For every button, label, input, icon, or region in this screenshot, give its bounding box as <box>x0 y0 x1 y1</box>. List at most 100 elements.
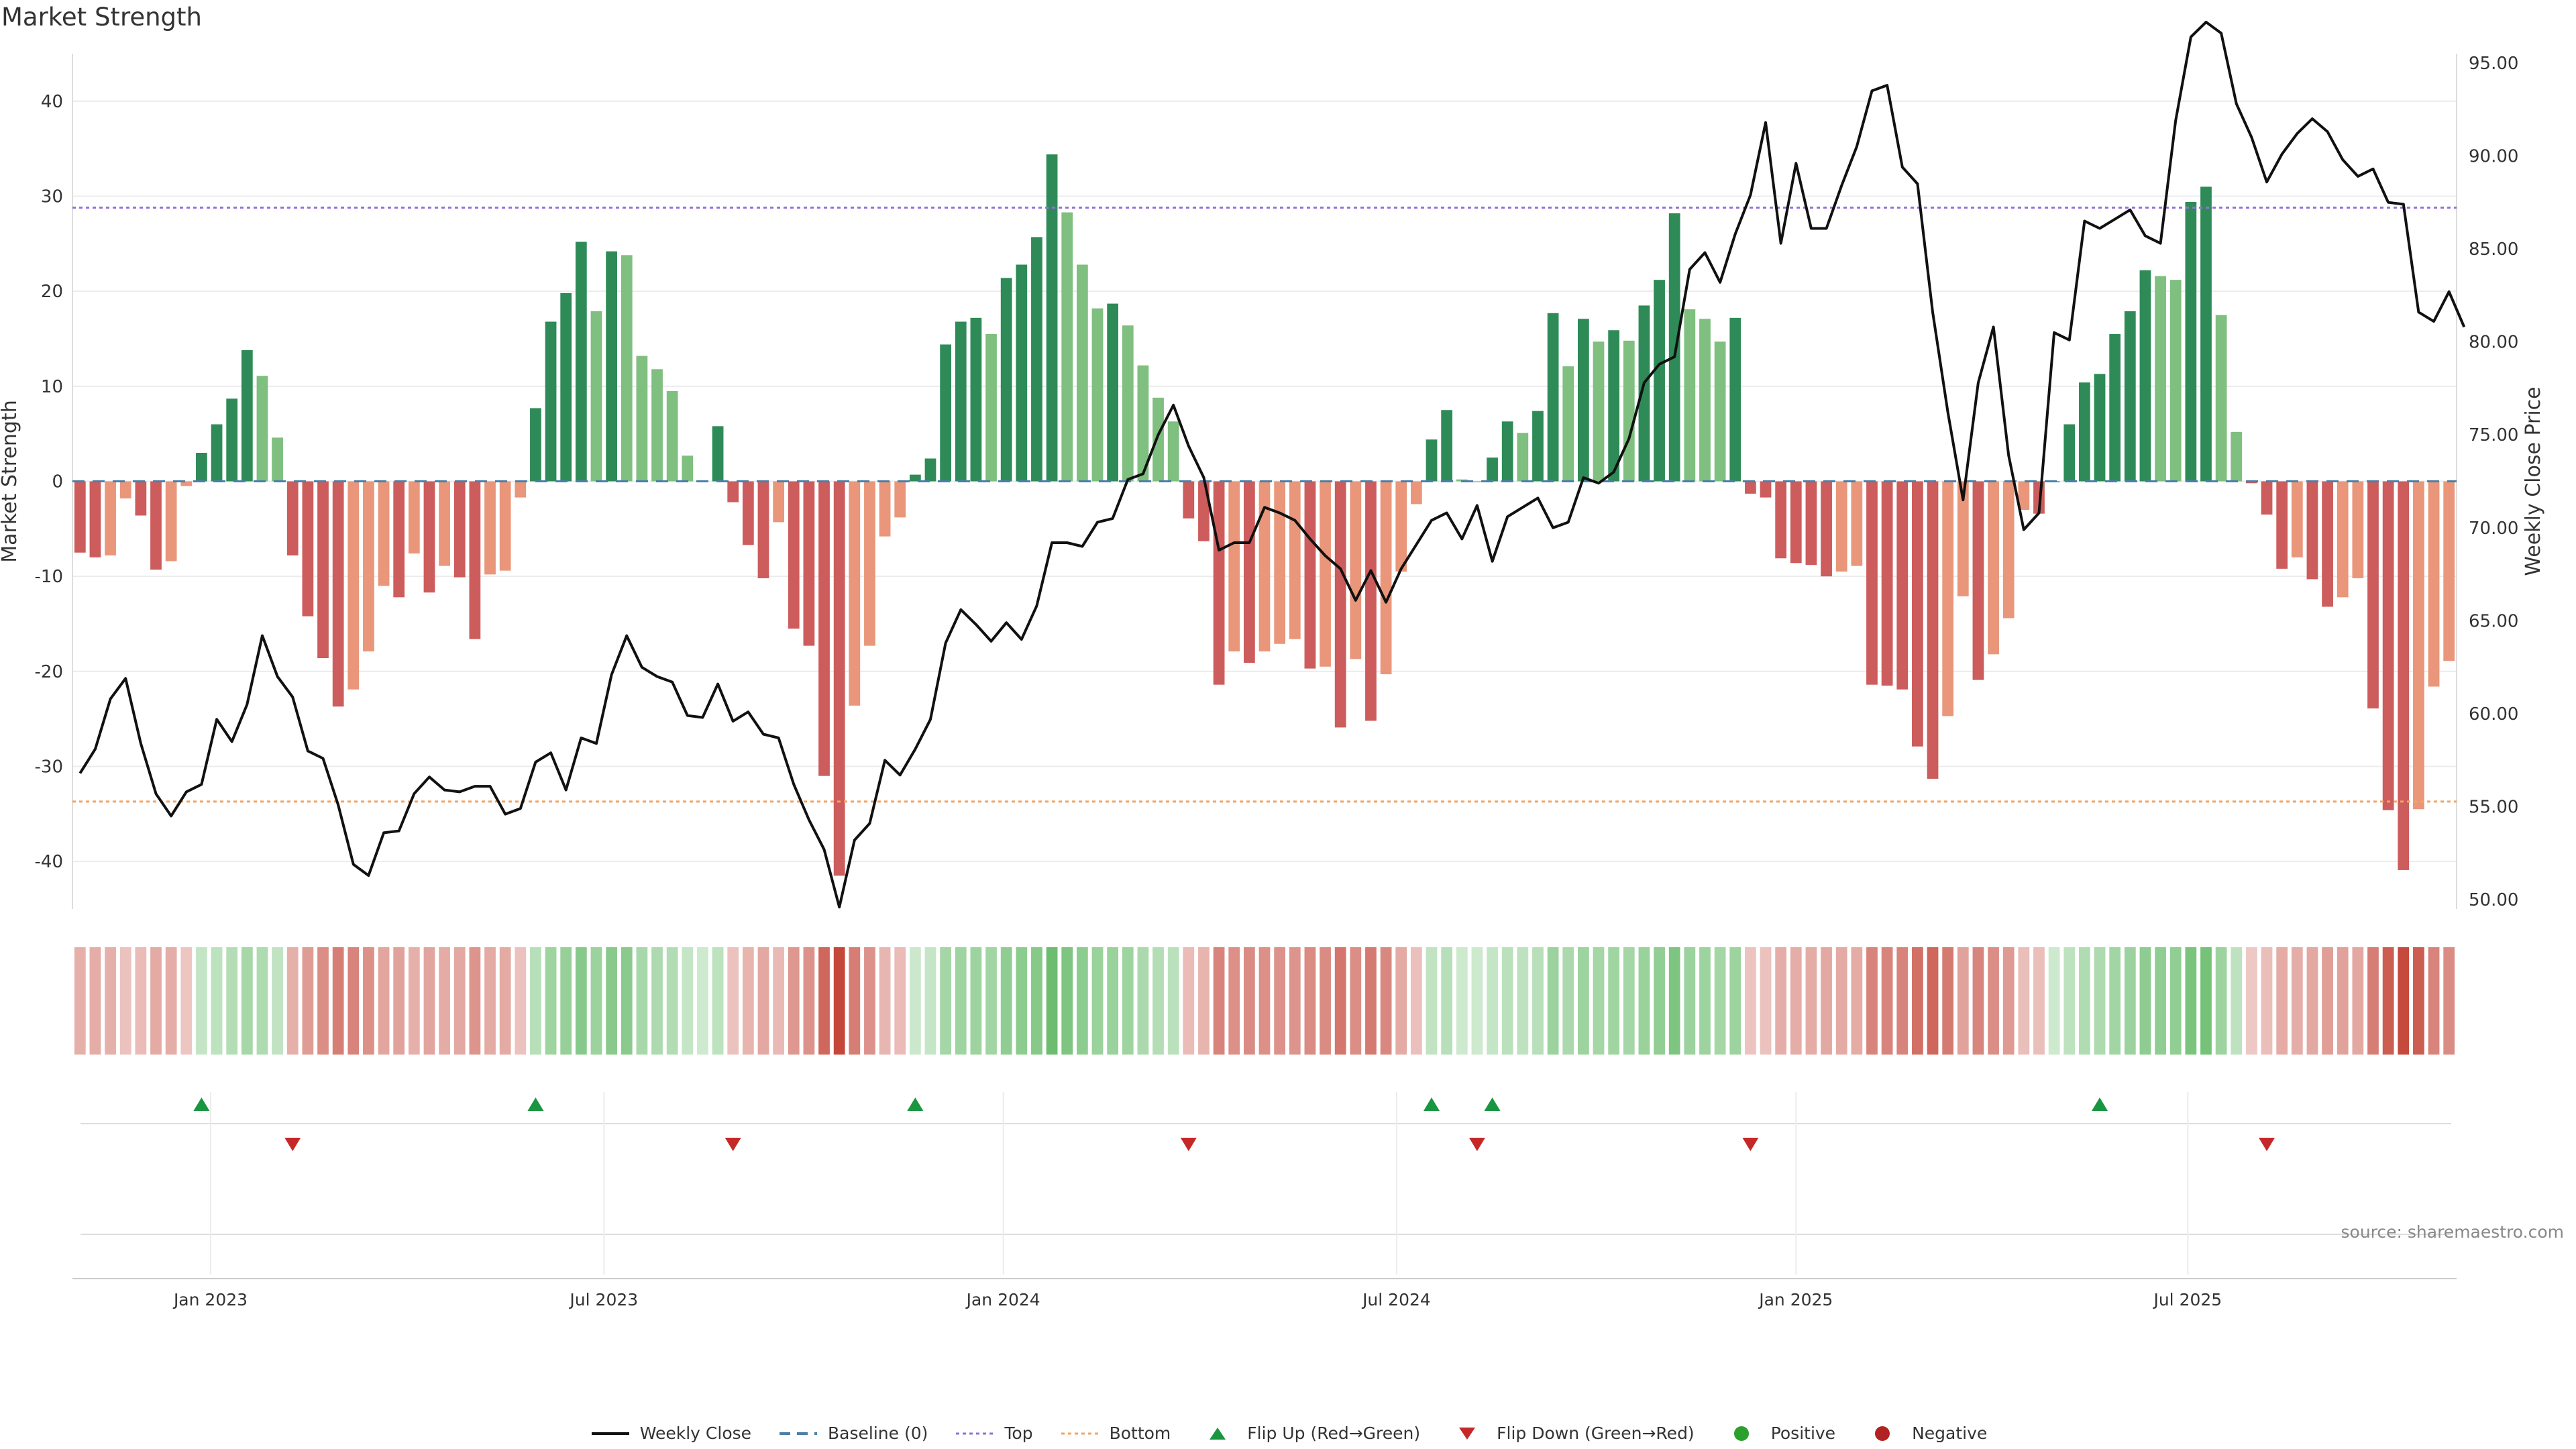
strength-bar <box>1547 313 1559 482</box>
strength-bar <box>666 390 678 482</box>
heat-cell <box>894 947 906 1055</box>
strength-bar <box>74 481 86 553</box>
strength-bar <box>1745 481 1756 494</box>
left-tick-label: 20 <box>41 282 63 302</box>
heat-cell <box>180 947 193 1055</box>
heat-cell <box>1501 947 1513 1055</box>
heat-cell <box>2322 947 2333 1055</box>
heat-cell <box>1289 947 1301 1055</box>
heat-cell <box>226 947 238 1055</box>
strength-bar <box>2428 481 2440 687</box>
heat-cell <box>2200 947 2212 1055</box>
heat-cell <box>2109 947 2121 1055</box>
strength-bar <box>1258 481 1271 652</box>
strength-bar <box>150 481 162 570</box>
legend-item-bottom[interactable]: Bottom <box>1059 1424 1171 1443</box>
flip-up-marker <box>1424 1097 1440 1111</box>
strength-bar <box>788 481 800 629</box>
chart-title: Market Strength <box>1 3 202 32</box>
heat-cell <box>378 947 390 1055</box>
heat-cell <box>924 947 936 1055</box>
strength-bar <box>1957 481 1969 596</box>
heat-cell <box>833 947 845 1055</box>
strength-bar <box>1668 213 1680 482</box>
flip-down-marker <box>1468 1138 1485 1151</box>
heat-cell <box>1426 947 1438 1055</box>
legend-item-flip-up[interactable]: Flip Up (Red→Green) <box>1196 1424 1420 1443</box>
strength-bar <box>1213 481 1225 685</box>
source-credit: source: sharemaestro.com <box>2341 1222 2565 1242</box>
strength-bar <box>2443 481 2455 661</box>
heat-cell <box>1927 947 1939 1055</box>
heat-cell <box>1957 947 1969 1055</box>
strength-bar <box>1988 481 1999 655</box>
strength-bar <box>879 481 891 537</box>
heat-cell <box>849 947 861 1055</box>
heat-cell <box>256 947 268 1055</box>
strength-bar <box>682 455 694 482</box>
legend-item-positive[interactable]: Positive <box>1720 1424 1835 1443</box>
strength-bar <box>1790 481 1802 564</box>
heat-cell <box>1684 947 1696 1055</box>
heat-cell <box>2413 947 2424 1055</box>
right-tick-label: 50.00 <box>2469 890 2518 910</box>
left-tick-label: -30 <box>35 757 63 777</box>
strength-bar <box>1866 481 1878 685</box>
legend-item-flip-down[interactable]: Flip Down (Green→Red) <box>1446 1424 1695 1443</box>
heat-cell <box>985 947 997 1055</box>
heat-cell <box>879 947 891 1055</box>
strength-bar <box>621 255 633 482</box>
strength-bar <box>272 437 283 482</box>
bottom-legend-icon <box>1061 1432 1099 1434</box>
left-tick-label: 30 <box>41 187 63 207</box>
heat-cell <box>1456 947 1468 1055</box>
strength-bar <box>1137 365 1149 482</box>
strength-bar <box>2306 481 2318 580</box>
strength-bar <box>1593 341 1605 482</box>
close-legend-icon <box>591 1432 629 1435</box>
heat-cell <box>439 947 450 1055</box>
strength-bar <box>2215 315 2227 482</box>
strength-bar <box>955 321 967 482</box>
heat-cell <box>788 947 800 1055</box>
strength-bar <box>165 481 177 561</box>
strength-bar <box>1562 366 1574 482</box>
heat-cell <box>1320 947 1331 1055</box>
strength-bar <box>545 321 557 482</box>
heat-cell <box>970 947 982 1055</box>
heat-cell <box>2337 947 2349 1055</box>
heat-cell <box>2306 947 2318 1055</box>
heat-cell <box>1654 947 1665 1055</box>
legend-item-baseline[interactable]: Baseline (0) <box>777 1424 928 1443</box>
heat-cell <box>727 947 739 1055</box>
strength-bar <box>2124 311 2136 482</box>
right-tick-label: 70.00 <box>2469 519 2518 539</box>
strength-bar <box>2200 186 2212 482</box>
heat-cell <box>2018 947 2030 1055</box>
strength-bar <box>1061 212 1073 482</box>
strength-bar <box>1896 481 1909 690</box>
strength-bar <box>1699 319 1711 482</box>
heat-cell <box>560 947 572 1055</box>
strength-bar <box>590 311 602 482</box>
top-legend-icon <box>956 1432 994 1434</box>
strength-bar <box>1334 481 1346 728</box>
heat-cell <box>1213 947 1225 1055</box>
left-tick-label: -40 <box>35 852 63 872</box>
strength-bar <box>1410 481 1422 504</box>
strength-bar <box>2079 382 2090 482</box>
strength-bar <box>408 481 420 554</box>
strength-bar <box>1320 481 1331 667</box>
heat-cell <box>453 947 466 1055</box>
strength-bar <box>1441 410 1453 482</box>
strength-bar <box>1000 278 1012 482</box>
heat-cell <box>757 947 769 1055</box>
heat-cell <box>89 947 101 1055</box>
legend-item-negative[interactable]: Negative <box>1861 1424 1987 1443</box>
heat-cell <box>1274 947 1286 1055</box>
legend-item-top[interactable]: Top <box>953 1424 1033 1443</box>
flip-down-marker <box>2259 1138 2275 1151</box>
legend-item-close[interactable]: Weekly Close <box>589 1424 751 1443</box>
strength-bar <box>1760 481 1772 498</box>
